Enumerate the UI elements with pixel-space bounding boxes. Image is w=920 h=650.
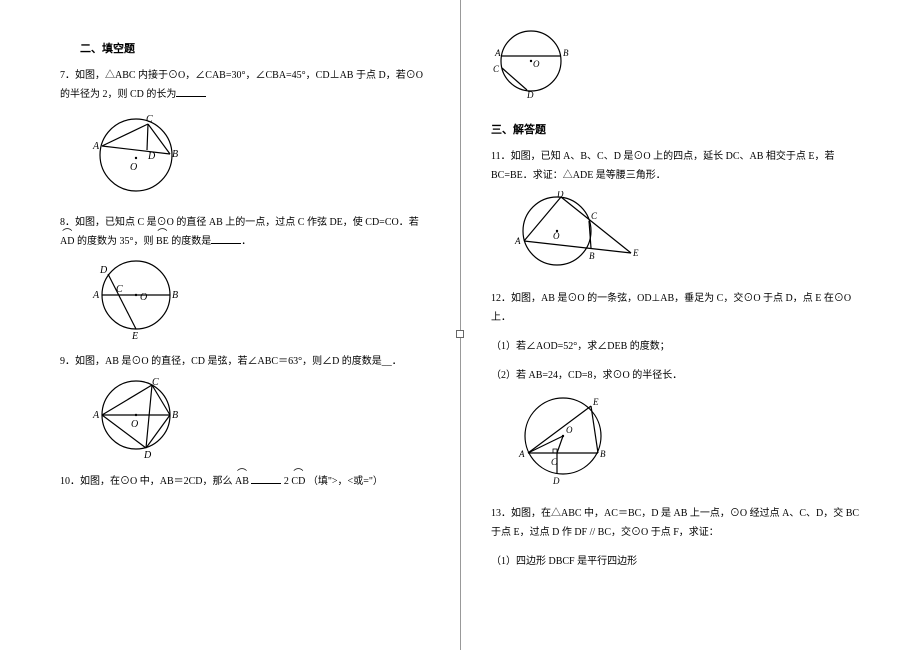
svg-text:C: C xyxy=(591,211,598,221)
svg-text:A: A xyxy=(514,236,521,246)
svg-text:D: D xyxy=(143,450,152,459)
svg-text:A: A xyxy=(92,290,100,301)
question-11: 11．如图，已知 A、B、C、D 是⊙O 上的四点，延长 DC、AB 相交于点 … xyxy=(491,147,860,185)
svg-text:B: B xyxy=(172,290,178,301)
question-10-text-b: 2 xyxy=(284,476,289,487)
figure-8: A B D C O E xyxy=(80,257,430,342)
left-column: 二、填空题 7．如图，△ABC 内接于⊙O，∠CAB=30°，∠CBA=45°，… xyxy=(0,0,460,650)
svg-text:A: A xyxy=(92,141,100,152)
figure-11: A B C D E O xyxy=(511,191,860,279)
svg-text:A: A xyxy=(494,48,501,58)
svg-text:C: C xyxy=(493,64,500,74)
svg-text:B: B xyxy=(589,251,595,261)
circle-diagram-icon: A B C D E O xyxy=(511,191,641,276)
question-12-part2: （2）若 AB=24，CD=8，求⊙O 的半径长． xyxy=(491,366,860,385)
svg-text:A: A xyxy=(518,449,525,459)
figure-9: A B C D O xyxy=(80,377,430,462)
arc-label: BE xyxy=(156,232,169,251)
page-marker-icon xyxy=(456,330,464,338)
svg-text:D: D xyxy=(147,151,156,162)
question-7-text: 7．如图，△ABC 内接于⊙O，∠CAB=30°，∠CBA=45°，CD⊥AB … xyxy=(60,70,423,100)
question-8-text-c: 的度数是 xyxy=(171,236,211,247)
blank-field xyxy=(211,234,241,244)
question-11-text: 11．如图，已知 A、B、C、D 是⊙O 上的四点，延长 DC、AB 相交于点 … xyxy=(491,151,835,181)
svg-text:B: B xyxy=(600,449,606,459)
question-12: 12．如图，AB 是⊙O 的一条弦，OD⊥AB，垂足为 C，交⊙O 于点 D，点… xyxy=(491,289,860,327)
arc-label: CD xyxy=(291,472,305,491)
svg-text:O: O xyxy=(140,292,147,303)
svg-text:B: B xyxy=(172,149,178,160)
svg-text:C: C xyxy=(152,377,159,388)
svg-text:E: E xyxy=(632,248,639,258)
svg-text:C: C xyxy=(551,457,558,467)
page: 二、填空题 7．如图，△ABC 内接于⊙O，∠CAB=30°，∠CBA=45°，… xyxy=(0,0,920,650)
blank-field xyxy=(176,87,206,97)
svg-text:O: O xyxy=(566,425,573,435)
circle-diagram-icon: A B C D O xyxy=(80,377,200,459)
question-10: 10．如图，在⊙O 中，AB＝2CD，那么 AB 2 CD （填">，<或="） xyxy=(60,472,430,491)
figure-10: A B C D O xyxy=(491,26,860,101)
svg-text:D: D xyxy=(526,90,534,98)
svg-text:B: B xyxy=(172,410,178,421)
svg-text:O: O xyxy=(533,59,540,69)
circle-diagram-icon: A B D C O E xyxy=(80,257,200,339)
right-column: A B C D O 三、解答题 11．如图，已知 A、B、C、D 是⊙O 上的四… xyxy=(460,0,920,650)
circle-diagram-icon: A B C D O xyxy=(491,26,581,98)
svg-text:E: E xyxy=(592,397,599,407)
question-8-text-a: 8．如图，已知点 C 是⊙O 的直径 AB 上的一点，过点 C 作弦 DE，使 … xyxy=(60,217,419,228)
arc-label: AB xyxy=(235,472,249,491)
circle-diagram-icon: A B C D E O xyxy=(511,391,631,491)
section-2-title: 二、填空题 xyxy=(80,40,430,56)
svg-text:D: D xyxy=(99,265,108,276)
svg-text:D: D xyxy=(552,476,560,486)
question-7: 7．如图，△ABC 内接于⊙O，∠CAB=30°，∠CBA=45°，CD⊥AB … xyxy=(60,66,430,104)
blank-field xyxy=(251,474,281,484)
circle-diagram-icon: A B C D O xyxy=(80,110,200,200)
question-8-text-b: 的度数为 35°，则 xyxy=(77,236,154,247)
question-8: 8．如图，已知点 C 是⊙O 的直径 AB 上的一点，过点 C 作弦 DE，使 … xyxy=(60,213,430,251)
question-13: 13．如图，在△ABC 中，AC＝BC，D 是 AB 上一点，⊙O 经过点 A、… xyxy=(491,504,860,542)
svg-text:D: D xyxy=(556,191,564,199)
svg-text:A: A xyxy=(92,410,100,421)
question-12-part1: （1）若∠AOD=52°，求∠DEB 的度数； xyxy=(491,337,860,356)
svg-text:C: C xyxy=(116,284,123,295)
figure-7: A B C D O xyxy=(80,110,430,203)
question-13-part1: （1）四边形 DBCF 是平行四边形 xyxy=(491,552,860,571)
section-3-title: 三、解答题 xyxy=(491,121,860,137)
svg-text:O: O xyxy=(131,419,138,430)
question-9-text: 9．如图，AB 是⊙O 的直径，CD 是弦，若∠ABC＝63°，则∠D 的度数是… xyxy=(60,356,402,367)
svg-text:O: O xyxy=(553,231,560,241)
question-10-text-c: （填">，<或="） xyxy=(308,476,383,487)
question-12-text: 12．如图，AB 是⊙O 的一条弦，OD⊥AB，垂足为 C，交⊙O 于点 D，点… xyxy=(491,293,851,323)
figure-12: A B C D E O xyxy=(511,391,860,494)
question-8-text-d: ． xyxy=(241,236,251,247)
svg-text:C: C xyxy=(146,114,153,125)
arc-label: AD xyxy=(60,232,74,251)
question-10-text-a: 10．如图，在⊙O 中，AB＝2CD，那么 xyxy=(60,476,233,487)
question-9: 9．如图，AB 是⊙O 的直径，CD 是弦，若∠ABC＝63°，则∠D 的度数是… xyxy=(60,352,430,371)
svg-text:E: E xyxy=(131,331,138,339)
svg-text:O: O xyxy=(130,162,137,173)
question-13-text: 13．如图，在△ABC 中，AC＝BC，D 是 AB 上一点，⊙O 经过点 A、… xyxy=(491,508,859,538)
svg-text:B: B xyxy=(563,48,569,58)
